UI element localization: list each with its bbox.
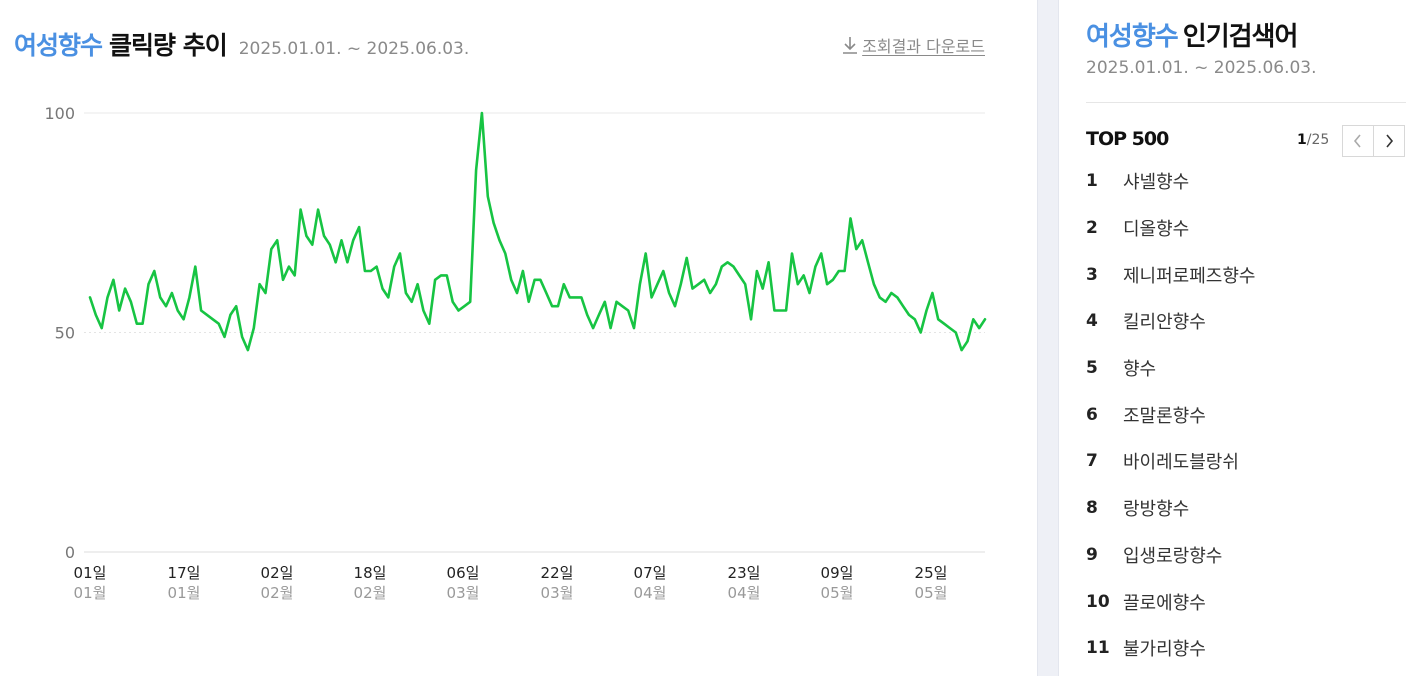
rank-item[interactable]: 2 디올향수 xyxy=(1086,205,1406,252)
x-tick-day: 22일 xyxy=(541,564,574,582)
download-results-button[interactable]: 조회결과 다운로드 xyxy=(842,33,985,57)
rank-item[interactable]: 9 입생로랑향수 xyxy=(1086,532,1406,579)
rank-number: 7 xyxy=(1086,451,1098,472)
rank-list: 1 샤넬향수 2 디올향수 3 제니퍼로페즈향수 4 킬리안향수 5 향수 6 조말론향수 7 바이레도블… xyxy=(1086,158,1406,672)
click-trend-panel: 여성향수 클릭량 추이 2025.01.01. ~ 2025.06.03. 조회… xyxy=(14,26,987,602)
rank-panel-keyword: 여성향수 xyxy=(1086,22,1179,52)
rank-keyword: 끌로에향수 xyxy=(1123,592,1206,614)
x-tick-day: 23일 xyxy=(728,564,761,582)
x-tick-day: 07일 xyxy=(634,564,667,582)
x-tick-month: 04월 xyxy=(634,584,667,602)
x-tick-month: 02월 xyxy=(354,584,387,602)
x-tick-month: 04월 xyxy=(728,584,761,602)
x-tick-month: 03월 xyxy=(447,584,480,602)
rank-item[interactable]: 3 제니퍼로페즈향수 xyxy=(1086,251,1406,298)
x-tick-month: 03월 xyxy=(541,584,574,602)
rank-keyword: 불가리향수 xyxy=(1123,639,1206,661)
x-tick-day: 02일 xyxy=(261,564,294,582)
rank-item[interactable]: 8 랑방향수 xyxy=(1086,485,1406,532)
rank-number: 3 xyxy=(1086,264,1098,285)
rank-keyword: 샤넬향수 xyxy=(1123,172,1190,194)
rank-item[interactable]: 7 바이레도블랑쉬 xyxy=(1086,438,1406,485)
y-tick-label: 0 xyxy=(65,543,75,562)
panel-divider xyxy=(1037,0,1059,676)
chevron-right-icon xyxy=(1386,134,1394,148)
rank-keyword: 랑방향수 xyxy=(1123,499,1190,521)
rank-keyword: 제니퍼로페즈향수 xyxy=(1123,265,1256,287)
rank-item[interactable]: 6 조말론향수 xyxy=(1086,391,1406,438)
series-line xyxy=(88,111,987,352)
x-tick-day: 09일 xyxy=(821,564,854,582)
rank-item[interactable]: 4 킬리안향수 xyxy=(1086,298,1406,345)
rank-panel-date-range: 2025.01.01. ~ 2025.06.03. xyxy=(1086,58,1317,78)
chart-header: 여성향수 클릭량 추이 2025.01.01. ~ 2025.06.03. xyxy=(14,26,470,60)
x-tick-day: 25일 xyxy=(915,564,948,582)
x-tick-month: 02월 xyxy=(261,584,294,602)
rank-number: 4 xyxy=(1086,311,1098,332)
rank-keyword: 향수 xyxy=(1123,359,1157,381)
y-tick-label: 50 xyxy=(55,324,75,343)
rank-number: 11 xyxy=(1086,638,1110,659)
x-tick-month: 05월 xyxy=(821,584,854,602)
next-page-button[interactable] xyxy=(1373,125,1405,157)
rank-panel-title: 인기검색어 xyxy=(1182,22,1299,52)
x-tick-day: 06일 xyxy=(447,564,480,582)
header-divider xyxy=(1086,102,1406,103)
rank-number: 1 xyxy=(1086,171,1098,192)
top-label: TOP 500 xyxy=(1086,128,1169,150)
x-tick-day: 01일 xyxy=(74,564,107,582)
download-label: 조회결과 다운로드 xyxy=(862,37,985,56)
rank-number: 10 xyxy=(1086,591,1110,612)
x-tick-month: 01월 xyxy=(168,584,201,602)
download-icon xyxy=(843,37,858,54)
rank-keyword: 킬리안향수 xyxy=(1123,312,1206,334)
rank-number: 8 xyxy=(1086,498,1098,519)
rank-number: 2 xyxy=(1086,218,1098,239)
x-tick-day: 17일 xyxy=(168,564,201,582)
rank-item[interactable]: 1 샤넬향수 xyxy=(1086,158,1406,205)
rank-item[interactable]: 5 향수 xyxy=(1086,345,1406,392)
pagination-indicator: 1/25 xyxy=(1297,132,1329,148)
page-current: 1 xyxy=(1297,132,1307,148)
rank-number: 5 xyxy=(1086,358,1098,379)
prev-page-button[interactable] xyxy=(1342,125,1374,157)
rank-panel-header: 여성향수 인기검색어 xyxy=(1086,16,1299,53)
x-tick-month: 01월 xyxy=(74,584,107,602)
chart-keyword: 여성향수 xyxy=(14,31,103,60)
rank-item[interactable]: 11 불가리향수 xyxy=(1086,625,1406,672)
chevron-left-icon xyxy=(1353,134,1361,148)
rank-keyword: 바이레도블랑쉬 xyxy=(1123,452,1239,474)
rank-item[interactable]: 10 끌로에향수 xyxy=(1086,578,1406,625)
rank-keyword: 입생로랑향수 xyxy=(1123,545,1223,567)
x-tick-day: 18일 xyxy=(354,564,387,582)
page-total: /25 xyxy=(1306,132,1330,148)
click-trend-chart: 0 50 100 01일 01월 17일 01월 02일 02월 18일 02월 06일 03월 22일… xyxy=(44,104,987,602)
x-tick-month: 05월 xyxy=(915,584,948,602)
rank-keyword: 조말론향수 xyxy=(1123,405,1206,427)
y-tick-label: 100 xyxy=(44,104,75,123)
rank-keyword: 디올향수 xyxy=(1123,219,1190,241)
rank-number: 9 xyxy=(1086,544,1098,565)
rank-number: 6 xyxy=(1086,404,1098,425)
chart-date-range: 2025.01.01. ~ 2025.06.03. xyxy=(238,39,470,59)
chart-title: 클릭량 추이 xyxy=(109,31,228,60)
popular-keywords-panel: 여성향수 인기검색어 2025.01.01. ~ 2025.06.03. TOP… xyxy=(1059,0,1420,676)
